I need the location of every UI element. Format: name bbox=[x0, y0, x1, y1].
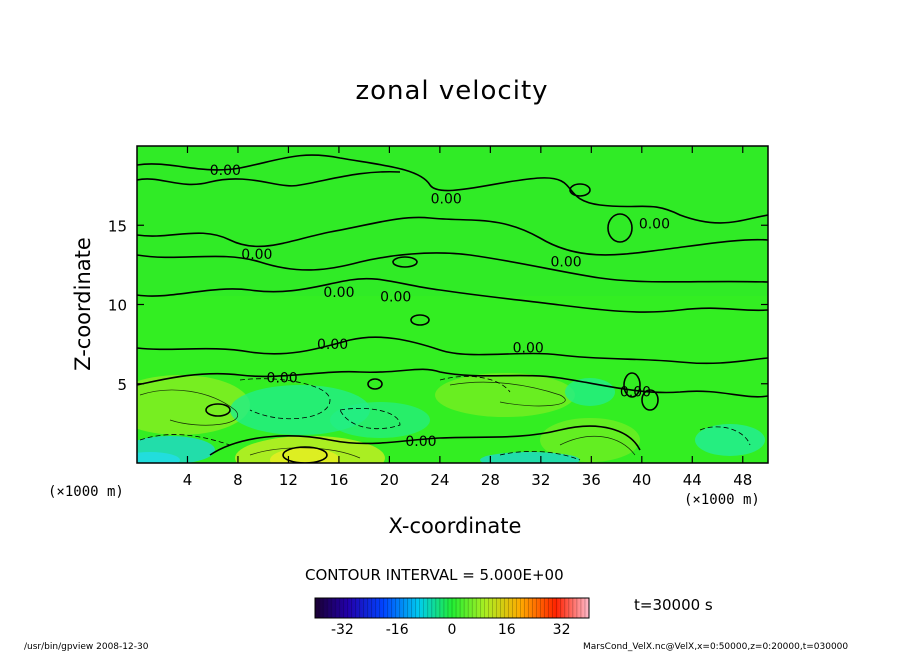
contour-label: 0.00 bbox=[431, 191, 462, 207]
contour-label: 0.00 bbox=[639, 217, 670, 233]
colorbar-hatching bbox=[314, 598, 590, 618]
x-tick-label: 44 bbox=[683, 471, 702, 489]
contour-label: 0.00 bbox=[323, 285, 354, 301]
contour-label: 0.00 bbox=[267, 370, 298, 386]
contour-label: 0.00 bbox=[241, 247, 272, 263]
colorbar-tick-label: 0 bbox=[447, 622, 457, 638]
time-label: t=30000 s bbox=[634, 596, 713, 614]
x-tick-label: 36 bbox=[582, 471, 601, 489]
x-tick-label: 20 bbox=[380, 471, 399, 489]
x-tick-label: 28 bbox=[481, 471, 500, 489]
colorbar-tick-label: -32 bbox=[330, 622, 354, 638]
heatmap-field bbox=[137, 146, 768, 463]
contour-label: 0.00 bbox=[620, 385, 651, 401]
contour-label: 0.00 bbox=[550, 255, 581, 271]
x-tick-label: 48 bbox=[733, 471, 752, 489]
footer-right: MarsCond_VelX.nc@VelX,x=0:50000,z=0:2000… bbox=[583, 642, 849, 652]
x-tick-label: 40 bbox=[632, 471, 651, 489]
y-tick-label: 10 bbox=[108, 297, 127, 315]
y-tick-label: 15 bbox=[108, 217, 127, 235]
x-tick-label: 32 bbox=[531, 471, 550, 489]
colorbar-tick-label: 16 bbox=[497, 622, 516, 638]
colorbar-tick-label: -16 bbox=[385, 622, 409, 638]
x-unit-label-right: (×1000 m) bbox=[684, 492, 760, 508]
x-tick-label: 4 bbox=[183, 471, 193, 489]
y-tick-label: 5 bbox=[117, 376, 127, 394]
x-tick-label: 16 bbox=[329, 471, 348, 489]
contour-lines bbox=[137, 154, 768, 463]
contour-label: 0.00 bbox=[317, 337, 348, 353]
x-tick-label: 24 bbox=[430, 471, 449, 489]
x-axis-label: X-coordinate bbox=[388, 514, 522, 538]
footer-left: /usr/bin/gpview 2008-12-30 bbox=[24, 642, 149, 652]
colorbar-tick-label: 32 bbox=[552, 622, 571, 638]
colorbar-ticks: -32 -16 0 16 32 bbox=[306, 622, 606, 642]
contour-label: 0.00 bbox=[380, 290, 411, 306]
contour-label: 0.00 bbox=[210, 163, 241, 179]
contour-interval-label: CONTOUR INTERVAL = 5.000E+00 bbox=[305, 566, 564, 584]
x-tick-label: 8 bbox=[233, 471, 243, 489]
contour-label: 0.00 bbox=[513, 340, 544, 356]
contour-label: 0.00 bbox=[405, 434, 436, 450]
chart-title: zonal velocity bbox=[355, 76, 549, 106]
y-axis-label: Z-coordinate bbox=[71, 237, 95, 371]
x-tick-label: 12 bbox=[279, 471, 298, 489]
x-unit-label-left: (×1000 m) bbox=[48, 484, 124, 500]
